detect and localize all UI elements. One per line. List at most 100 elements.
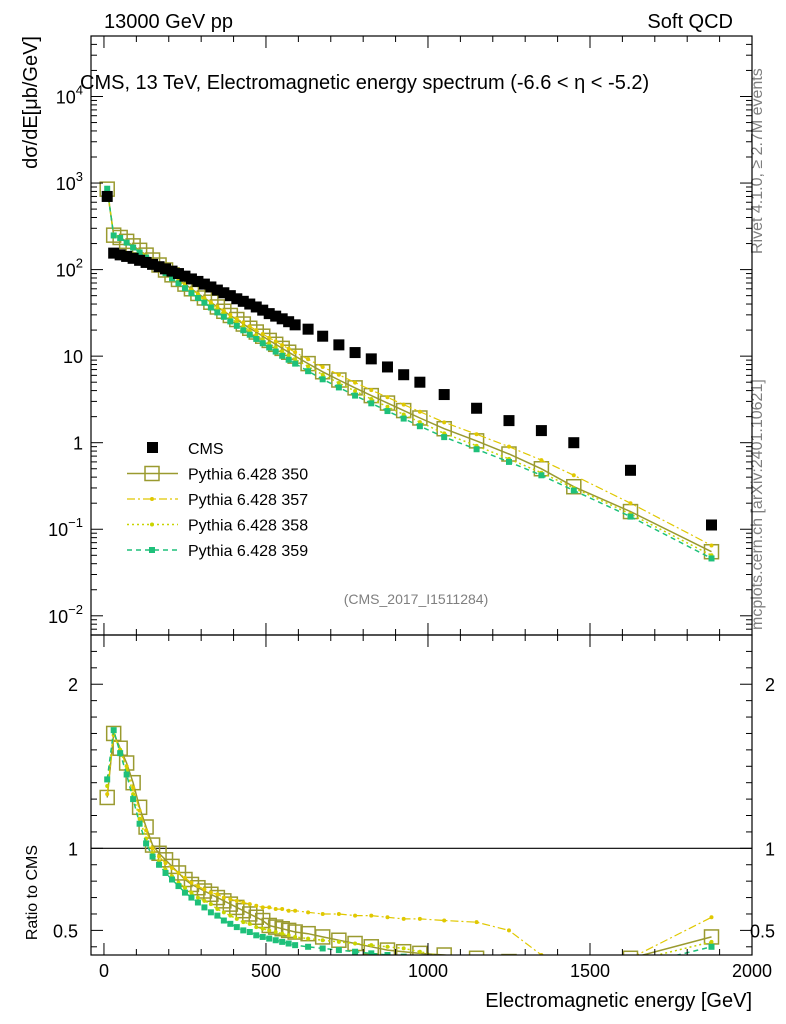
cms-data-point — [114, 249, 126, 261]
series-point-ratio — [195, 895, 200, 900]
cms-data-point — [211, 284, 223, 296]
legend-label: Pythia 6.428 357 — [188, 492, 308, 509]
series-point-ratio — [176, 870, 181, 875]
series-point-ratio — [306, 910, 311, 915]
series-point-ratio — [260, 926, 265, 931]
series-point-main — [442, 420, 447, 425]
mcplots-credit-text: mcplots.cern.ch [arXiv:2401.10621] — [749, 379, 766, 630]
series-point-main — [273, 339, 278, 344]
cms-data-point — [250, 301, 262, 313]
series-point-ratio — [287, 924, 303, 940]
legend-label: CMS — [188, 441, 224, 458]
series-point-ratio — [104, 776, 111, 783]
series-point-ratio — [227, 920, 234, 927]
series-point-ratio — [137, 808, 142, 813]
cms-data-point — [198, 278, 210, 290]
series-point-main — [188, 290, 195, 297]
series-point-main — [207, 304, 214, 311]
series-point-main — [570, 487, 577, 494]
series-point-ratio — [369, 913, 374, 918]
ratio-tick-label-left: 2 — [68, 675, 78, 695]
series-point-ratio — [110, 727, 117, 734]
cms-data-point — [257, 304, 269, 316]
cms-data-point — [153, 261, 165, 273]
cms-data-point — [140, 256, 152, 268]
legend-symbol — [144, 465, 160, 482]
y-tick-label: 102 — [56, 256, 83, 281]
cms-data-point — [127, 252, 139, 264]
series-point-main — [194, 294, 201, 301]
series-point-main — [293, 350, 298, 355]
series-point-ratio — [208, 902, 213, 907]
series-point-main — [474, 432, 479, 437]
series-point-ratio — [163, 861, 168, 866]
cms-data-point — [398, 369, 410, 381]
ratio-panel-frame — [90, 634, 753, 956]
cms-data-point — [302, 323, 314, 335]
cms-data-point — [237, 295, 249, 307]
ratio-tick-label-left: 1 — [68, 839, 78, 859]
series-point-ratio — [221, 910, 226, 915]
series-point-ratio — [475, 958, 479, 962]
y-tick-label: 10−2 — [48, 602, 83, 627]
cms-data-point — [224, 290, 236, 302]
series-point-ratio — [214, 912, 221, 919]
main-y-axis-label: dσ/dE[μb/GeV] — [20, 36, 42, 169]
cms-data-point — [503, 415, 515, 427]
series-point-main — [385, 404, 390, 409]
series-point-main — [221, 308, 226, 313]
series-point-main — [401, 412, 406, 417]
cms-data-point — [705, 519, 717, 531]
cms-data-point — [185, 273, 197, 285]
legend: CMS Pythia 6.428 350 Pythia 6.428 357 Pythi… — [127, 441, 308, 560]
series-point-main — [306, 364, 311, 369]
series-point-ratio — [247, 921, 252, 926]
x-axis-label: Electromagnetic energy [GeV] — [485, 990, 752, 1012]
cms-data-point — [317, 330, 329, 342]
y-tick-label: 104 — [56, 82, 83, 107]
series-point-main — [130, 244, 137, 251]
rivet-version-text: Rivet 4.1.0, ≥ 2.7M events — [749, 68, 766, 254]
series-point-ratio — [436, 947, 452, 955]
series-point-ratio — [169, 876, 176, 883]
cms-data-point — [568, 437, 580, 449]
series-point-ratio — [157, 854, 162, 859]
y-tick-label: 10 — [63, 347, 83, 367]
cms-data-point — [172, 268, 184, 280]
series-point-ratio — [254, 925, 259, 930]
series-point-main — [441, 434, 448, 441]
series-point-main — [627, 513, 634, 520]
series-point-ratio — [709, 915, 714, 920]
cms-data-point — [349, 347, 361, 359]
series-point-ratio — [273, 907, 278, 912]
series-point-main — [104, 185, 111, 192]
series-point-ratio — [401, 916, 406, 921]
series-point-ratio — [149, 853, 156, 860]
series-point-ratio — [202, 898, 207, 903]
x-tick-label: 0 — [99, 961, 109, 981]
series-point-ratio — [293, 908, 298, 913]
series-point-ratio — [143, 840, 150, 847]
series-point-ratio — [320, 911, 325, 916]
series-point-ratio — [253, 932, 260, 939]
series-point-main — [247, 324, 252, 329]
series-point-main — [353, 380, 358, 385]
series-point-ratio — [201, 904, 208, 911]
series-point-ratio — [246, 929, 253, 936]
cms-data-point — [160, 263, 172, 275]
series-point-main — [292, 360, 299, 367]
cms-data-point — [218, 287, 230, 299]
series-point-main — [538, 472, 545, 479]
series-point-ratio — [241, 900, 246, 905]
series-point-ratio — [267, 928, 272, 933]
series-point-main — [385, 395, 390, 400]
cms-data-point — [414, 376, 426, 388]
series-point-ratio — [233, 924, 240, 931]
legend-label: Pythia 6.428 350 — [188, 467, 308, 484]
cms-data-point — [333, 339, 345, 351]
series-point-ratio — [474, 962, 480, 968]
series-point-main — [241, 320, 246, 325]
series-point-ratio — [539, 963, 543, 967]
series-point-ratio — [195, 884, 200, 889]
